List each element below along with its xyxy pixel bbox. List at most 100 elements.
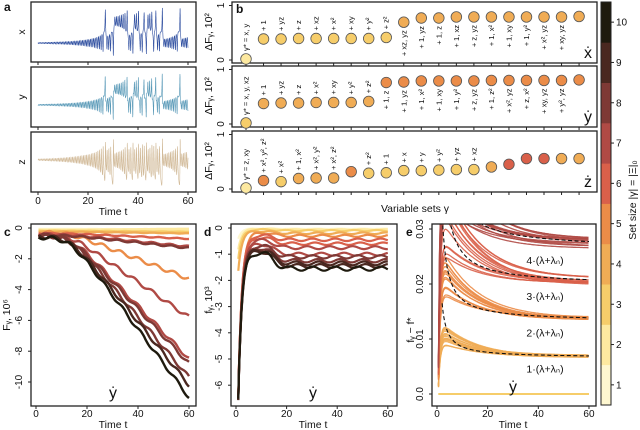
variable-set-label: + x² (329, 17, 338, 30)
variable-set-label: + x², yz (504, 88, 513, 113)
objective-curve (237, 233, 389, 399)
objective-curve (237, 249, 389, 400)
colorbar-band (601, 42, 611, 83)
variable-set-dot (398, 76, 410, 88)
loss-curve (38, 233, 189, 250)
variable-set-dot (415, 75, 428, 87)
variable-set-label: + z² (364, 80, 373, 93)
variable-set-label: + x², yz (540, 25, 549, 50)
x-axis-label: Time t (99, 206, 128, 218)
variable-set-label: + x² (312, 81, 321, 94)
panel-a-axes (30, 1, 197, 63)
y-tick-label: 1 (216, 66, 227, 72)
panel-a-axes (30, 66, 197, 128)
y-tick-label: 0 (216, 57, 227, 63)
variable-set-label: + z (294, 84, 303, 95)
variable-set-label: + xz (312, 16, 321, 30)
variable-set-dot (275, 175, 287, 188)
excess-objective-curve (437, 339, 589, 387)
excess-objective-curve (437, 224, 589, 368)
panel-letter: d (204, 225, 211, 239)
x-tick-label: 60 (382, 409, 394, 420)
variable-set-dot (380, 167, 392, 179)
y-tick-label: -3 (214, 302, 225, 311)
y-tick-label: 0 (216, 186, 227, 192)
variable-set-label: + x², y², z² (259, 138, 268, 172)
x-tick-label: 60 (183, 409, 195, 420)
variable-set-label: + 1 (382, 154, 391, 165)
objective-curve (237, 251, 389, 399)
variable-set-dot (503, 74, 515, 87)
variable-set-label: + yz (277, 17, 286, 31)
variable-set-label: + xz (469, 147, 478, 161)
panel-letter: a (4, 0, 11, 14)
asymptote-label: 4·(λ+λₙ) (526, 255, 563, 267)
variable-set-dot (538, 152, 550, 165)
panel-letter: b (236, 2, 243, 16)
variable-set-dot (327, 96, 340, 109)
x-tick-label: 40 (132, 409, 144, 420)
y-tick-label: 0.02 (415, 274, 426, 294)
variable-set-label: + xy (329, 80, 338, 94)
colorbar-tick-label: 4 (616, 259, 622, 270)
x-tick-label: 40 (332, 409, 344, 420)
x-tick-label: 20 (281, 409, 293, 420)
variable-set-label: + x², z² (329, 146, 338, 170)
variable-set-dot (380, 31, 392, 44)
panel-b-axes (231, 130, 598, 193)
y-axis-label: ΔFᵧ, 10² (203, 13, 215, 51)
y-axis-label: fᵧ − f* (405, 317, 417, 342)
timeseries-group (37, 138, 189, 186)
panel-c-axes (30, 223, 197, 407)
variable-set-dot (538, 74, 550, 87)
variable-set-dot (555, 11, 568, 23)
colorbar-tick-label: 2 (616, 340, 622, 351)
colorbar-tick-label: 6 (616, 179, 622, 190)
excess-objective-curve (437, 224, 589, 368)
variable-set-dot (468, 11, 480, 23)
excess-objective-curve (437, 334, 589, 386)
excess-objective-curve (437, 224, 589, 361)
y-axis-label: z (16, 159, 28, 164)
variable-set-label: + 1, yz (399, 90, 408, 113)
variable-set-dot (433, 12, 445, 24)
variable-set-label: + 1, y² (522, 24, 531, 46)
variable-set-label: + 1, yz (417, 26, 426, 49)
variable-set-dot (345, 165, 357, 178)
excess-objective-curve (437, 278, 589, 378)
variable-set-dot (398, 164, 410, 177)
colorbar-band (601, 284, 611, 325)
variable-set-dot (310, 172, 322, 184)
y-tick-label: -6 (214, 380, 225, 389)
x-tick-label: 20 (482, 409, 494, 420)
variable-set-label: + y², yz (557, 88, 566, 113)
y-tick-label: 0.01 (415, 329, 426, 349)
variable-set-dot (327, 172, 340, 184)
variable-set-dot (450, 75, 463, 87)
variable-set-dot (468, 75, 480, 87)
variable-set-dot (433, 164, 445, 176)
x-tick-label: 40 (533, 409, 545, 420)
variable-set-dot (345, 32, 357, 45)
panel-d-axes (230, 223, 398, 407)
variable-set-label: γ* = z, xy (242, 149, 251, 180)
y-tick-label: 0.0 (415, 387, 426, 401)
colorbar-label: Set size |γ| = |Ξ|₀ (627, 160, 639, 240)
variable-set-label: + z, x² (522, 88, 531, 109)
variable-set-dot (433, 75, 445, 87)
y-tick-label: -4 (14, 285, 25, 294)
colorbar-band (601, 203, 611, 245)
y-tick-label: -2 (214, 276, 225, 285)
panel-b-axes (231, 65, 598, 128)
variable-set-label: + 1 (259, 85, 268, 96)
variable-set-dot (275, 33, 287, 45)
curves-group (37, 227, 191, 399)
variable-set-label: + 1, xy (504, 25, 513, 48)
variable-set-dot (275, 97, 287, 109)
variable-set-dot (240, 53, 252, 65)
variable-set-dot (503, 11, 515, 23)
y-tick-label: 1 (216, 131, 227, 137)
variable-set-dot (555, 74, 568, 87)
variable-set-label: + 1, x² (417, 88, 426, 110)
